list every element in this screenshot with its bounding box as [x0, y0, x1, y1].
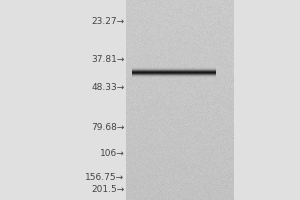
Text: 79.68→: 79.68→ [91, 122, 124, 132]
Text: 23.27→: 23.27→ [92, 17, 124, 25]
Text: 37.81→: 37.81→ [91, 55, 124, 64]
Text: 106→: 106→ [100, 148, 124, 158]
Text: 48.33→: 48.33→ [91, 83, 124, 92]
Text: 201.5→: 201.5→ [91, 184, 124, 194]
Text: 156.75→: 156.75→ [85, 173, 124, 182]
